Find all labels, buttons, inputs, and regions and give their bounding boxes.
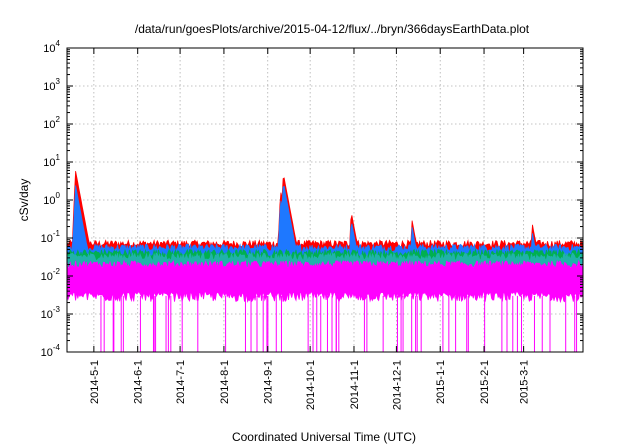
y-tick-label: 104 — [43, 39, 60, 55]
x-tick-label: 2014-10-1 — [305, 360, 317, 410]
y-tick-label: 102 — [43, 115, 60, 131]
y-tick-label: 101 — [43, 153, 60, 169]
series-1 — [66, 171, 584, 255]
x-tick-label: 2014-9-1 — [263, 360, 275, 404]
y-axis-label: cSv/day — [17, 179, 31, 222]
x-axis-label: Coordinated Universal Time (UTC) — [232, 430, 416, 444]
series-5 — [66, 259, 584, 352]
x-tick-label: 2015-3-1 — [519, 360, 531, 404]
y-tick-label: 10-3 — [41, 305, 61, 321]
x-tick-label: 2015-1-1 — [435, 360, 447, 404]
y-tick-label: 103 — [43, 77, 60, 93]
y-tick-label: 10-1 — [41, 229, 61, 245]
x-tick-label: 2014-12-1 — [391, 360, 403, 410]
x-axis: 2014-5-1 2014-6-1 2014-7-1 2014-8-1 2014-9-1… — [89, 48, 531, 410]
x-tick-label: 2014-5-1 — [89, 360, 101, 404]
series-band — [66, 171, 584, 255]
x-tick-label: 2014-6-1 — [133, 360, 145, 404]
x-tick-label: 2015-2-1 — [479, 360, 491, 404]
x-tick-label: 2014-11-1 — [349, 360, 361, 409]
y-tick-label: 10-2 — [41, 267, 61, 283]
y-tick-label: 10-4 — [41, 343, 61, 359]
x-tick-label: 2014-8-1 — [219, 360, 231, 404]
y-axis: 10-4 10-3 10-2 10-1 100 101 102 103 104 — [41, 39, 583, 359]
grid — [67, 47, 583, 353]
series-band — [66, 259, 584, 304]
y-tick-label: 100 — [43, 191, 60, 207]
x-tick-label: 2014-7-1 — [175, 360, 187, 404]
chart-title: /data/run/goesPlots/archive/2015-04-12/f… — [135, 22, 530, 36]
series-group — [66, 171, 584, 352]
